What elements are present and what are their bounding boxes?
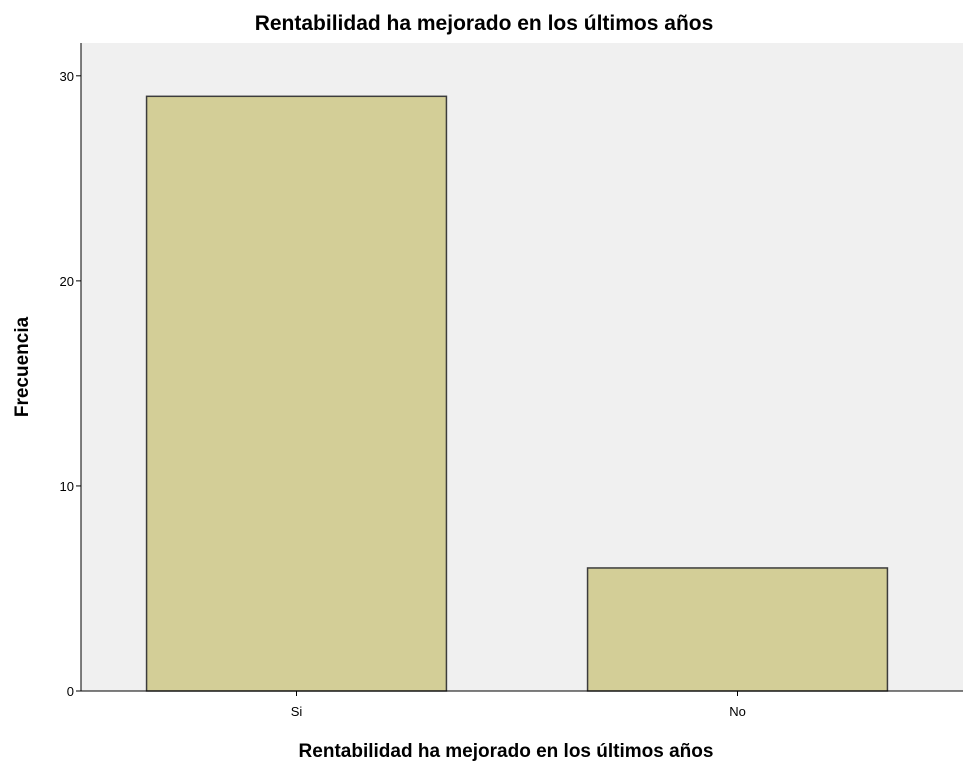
axes xyxy=(80,43,963,692)
bar-no xyxy=(586,567,889,692)
x-axis-title: Rentabilidad ha mejorado en los últimos … xyxy=(299,741,714,762)
y-axis-ticks: 0 10 20 30 xyxy=(60,69,81,699)
x-tick-label: Si xyxy=(291,704,303,719)
y-axis-title: Frecuencia xyxy=(12,316,33,417)
y-tick-label: 20 xyxy=(60,274,74,289)
bar-si xyxy=(145,95,448,692)
y-tick-label: 10 xyxy=(60,479,74,494)
y-tick-label: 0 xyxy=(67,684,74,699)
bars xyxy=(145,95,889,692)
chart-title: Rentabilidad ha mejorado en los últimos … xyxy=(255,12,714,35)
x-tick-label: No xyxy=(729,704,746,719)
y-tick-label: 30 xyxy=(60,69,74,84)
x-axis-ticks: Si No xyxy=(291,691,746,719)
